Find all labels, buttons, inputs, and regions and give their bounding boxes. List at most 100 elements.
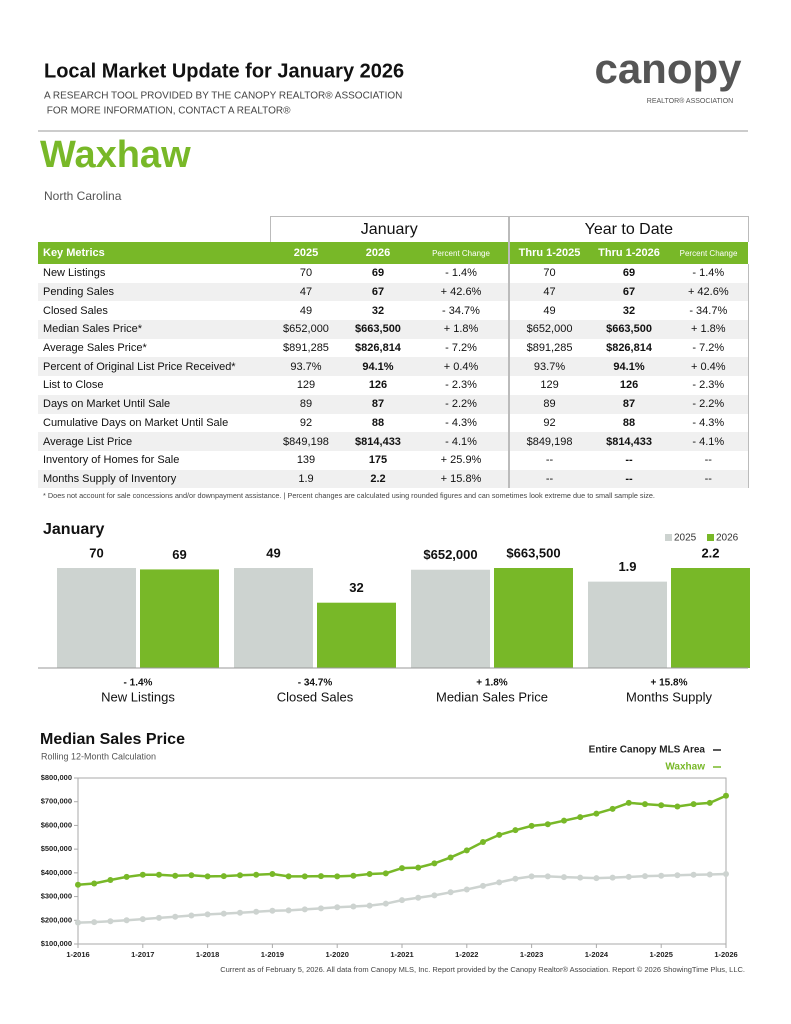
x-tick-label: 1-2016 bbox=[66, 950, 89, 959]
logo: canopy bbox=[594, 45, 742, 92]
table-cell: $652,000 bbox=[270, 320, 342, 339]
legend-label: Waxhaw bbox=[665, 762, 705, 773]
table-cell: 47 bbox=[270, 282, 342, 302]
table-row: Days on Market Until Sale 89 87- 2.2% 89 87-… bbox=[38, 394, 749, 414]
table-cell: 129 bbox=[508, 376, 590, 395]
data-point bbox=[366, 902, 373, 909]
table-cell: Thru 1-2025 bbox=[508, 242, 590, 264]
data-point bbox=[301, 906, 308, 913]
table-cell: Percent Change bbox=[414, 242, 510, 264]
table-cell: Days on Market Until Sale bbox=[38, 394, 270, 414]
x-tick-label: 1-2021 bbox=[390, 950, 413, 959]
table-row: Median Sales Price* $652,000 $663,500 + 1.8… bbox=[38, 320, 749, 339]
table-row: New Listings 70 69 - 1.4% 70 69 - 1.4% bbox=[38, 264, 749, 283]
category-label: Closed Sales bbox=[277, 689, 354, 704]
data-point bbox=[642, 801, 648, 808]
data-point bbox=[674, 803, 681, 810]
data-point bbox=[269, 907, 276, 914]
table-cell: 94.1% bbox=[589, 357, 670, 377]
legend-swatch bbox=[707, 534, 714, 541]
bar bbox=[317, 602, 396, 668]
x-tick-label: 1-2017 bbox=[131, 950, 154, 959]
chart-title: Median Sales Price bbox=[40, 731, 185, 748]
table-cell: Median Sales Price* bbox=[38, 320, 270, 339]
data-point bbox=[399, 897, 405, 904]
table-cell: 129 bbox=[296, 379, 316, 392]
category-label: Months Supply bbox=[626, 689, 712, 704]
data-point bbox=[544, 821, 551, 828]
data-point bbox=[156, 914, 162, 921]
data-point bbox=[237, 872, 243, 879]
table-cell: 88 bbox=[622, 416, 636, 429]
data-point bbox=[625, 799, 632, 806]
table-cell: $891,285 bbox=[283, 342, 329, 355]
table-row: Inventory of Homes for Sale 139 175 + 25.9%… bbox=[38, 450, 749, 470]
table-cell: -- bbox=[508, 469, 590, 489]
table-cell: 70 bbox=[299, 267, 313, 280]
group-header-row: January Year to Date bbox=[38, 216, 749, 242]
y-tick-label: $200,000 bbox=[41, 915, 72, 924]
data-point bbox=[706, 799, 713, 806]
table-cell: + 1.8% bbox=[669, 320, 749, 339]
table-cell: + 0.4% bbox=[669, 357, 749, 377]
x-tick-label: 1-2024 bbox=[585, 950, 609, 959]
data-point bbox=[285, 873, 292, 880]
table-cell: 93.7% bbox=[270, 357, 342, 377]
metrics-table: January Year to Date Key Metrics 2025 2026 Pe… bbox=[38, 216, 749, 489]
change-label: + 1.8% bbox=[476, 678, 508, 689]
table-cell: 88 bbox=[371, 416, 385, 429]
y-tick-label: $500,000 bbox=[41, 844, 72, 853]
table-cell: + 15.8% bbox=[414, 469, 510, 489]
table-cell: $849,198 bbox=[508, 432, 590, 451]
table-cell: Inventory of Homes for Sale bbox=[43, 454, 180, 467]
table-cell: - 2.3% bbox=[445, 379, 477, 392]
table-row: Average List Price $849,198 $814,433- 4.1%… bbox=[38, 432, 749, 451]
table-cell: Year to Date bbox=[508, 216, 749, 242]
table-cell: - 2.2% bbox=[669, 394, 749, 414]
table-cell: - 2.2% bbox=[414, 394, 510, 414]
data-point bbox=[350, 903, 357, 910]
table-cell: $652,000 bbox=[508, 320, 590, 339]
data-point bbox=[253, 871, 260, 878]
table-cell: Average Sales Price* bbox=[43, 342, 147, 355]
bar bbox=[494, 568, 573, 668]
y-tick-label: $800,000 bbox=[41, 773, 72, 782]
table-cell: + 42.6% bbox=[669, 282, 749, 302]
data-point bbox=[690, 871, 697, 878]
table-cell: $663,500 bbox=[589, 320, 670, 339]
data-point bbox=[512, 827, 519, 834]
data-point bbox=[512, 875, 519, 882]
table-cell: 69 bbox=[622, 267, 636, 280]
table-cell: + 1.8% bbox=[414, 320, 510, 339]
bar bbox=[411, 569, 490, 668]
x-tick-label: 1-2018 bbox=[196, 950, 219, 959]
table-cell: 69 bbox=[371, 267, 385, 280]
table-cell: - 1.4% bbox=[669, 264, 749, 283]
data-point bbox=[658, 802, 665, 809]
data-point bbox=[528, 873, 535, 880]
data-point bbox=[447, 854, 454, 861]
data-point bbox=[447, 889, 454, 896]
data-point bbox=[318, 905, 324, 912]
table-cell: $814,433 bbox=[342, 432, 414, 451]
table-cell: 139 bbox=[296, 454, 316, 467]
x-tick-label: 1-2026 bbox=[714, 950, 737, 959]
footnote: * Does not account for sale concessions … bbox=[43, 491, 655, 500]
data-point bbox=[399, 865, 405, 872]
table-cell: 2025 bbox=[270, 242, 342, 264]
data-point bbox=[609, 805, 616, 812]
bar bbox=[140, 569, 219, 668]
data-point bbox=[577, 874, 584, 881]
data-point bbox=[156, 871, 162, 878]
data-point bbox=[269, 871, 276, 878]
table-cell: + 42.6% bbox=[414, 282, 510, 302]
table-cell: $849,198 bbox=[270, 432, 342, 451]
table-cell: 70 bbox=[508, 264, 590, 283]
table-cell: $891,285 bbox=[508, 338, 590, 358]
data-point bbox=[690, 801, 697, 808]
table-cell: Key Metrics bbox=[38, 242, 270, 264]
y-tick-label: $100,000 bbox=[41, 939, 72, 948]
data-point bbox=[237, 909, 243, 916]
data-point bbox=[593, 875, 600, 882]
